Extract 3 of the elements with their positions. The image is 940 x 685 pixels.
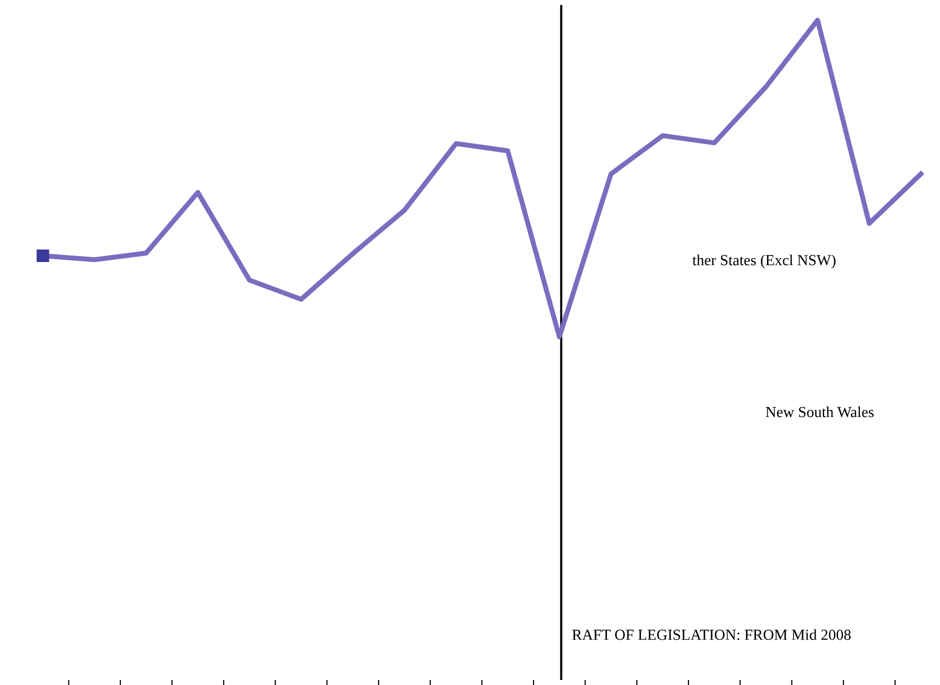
annotation: ther States (Excl NSW) xyxy=(692,254,836,268)
annotation: RAFT OF LEGISLATION: FROM Mid 2008 xyxy=(572,629,851,640)
annotation: New South Wales xyxy=(766,406,874,418)
